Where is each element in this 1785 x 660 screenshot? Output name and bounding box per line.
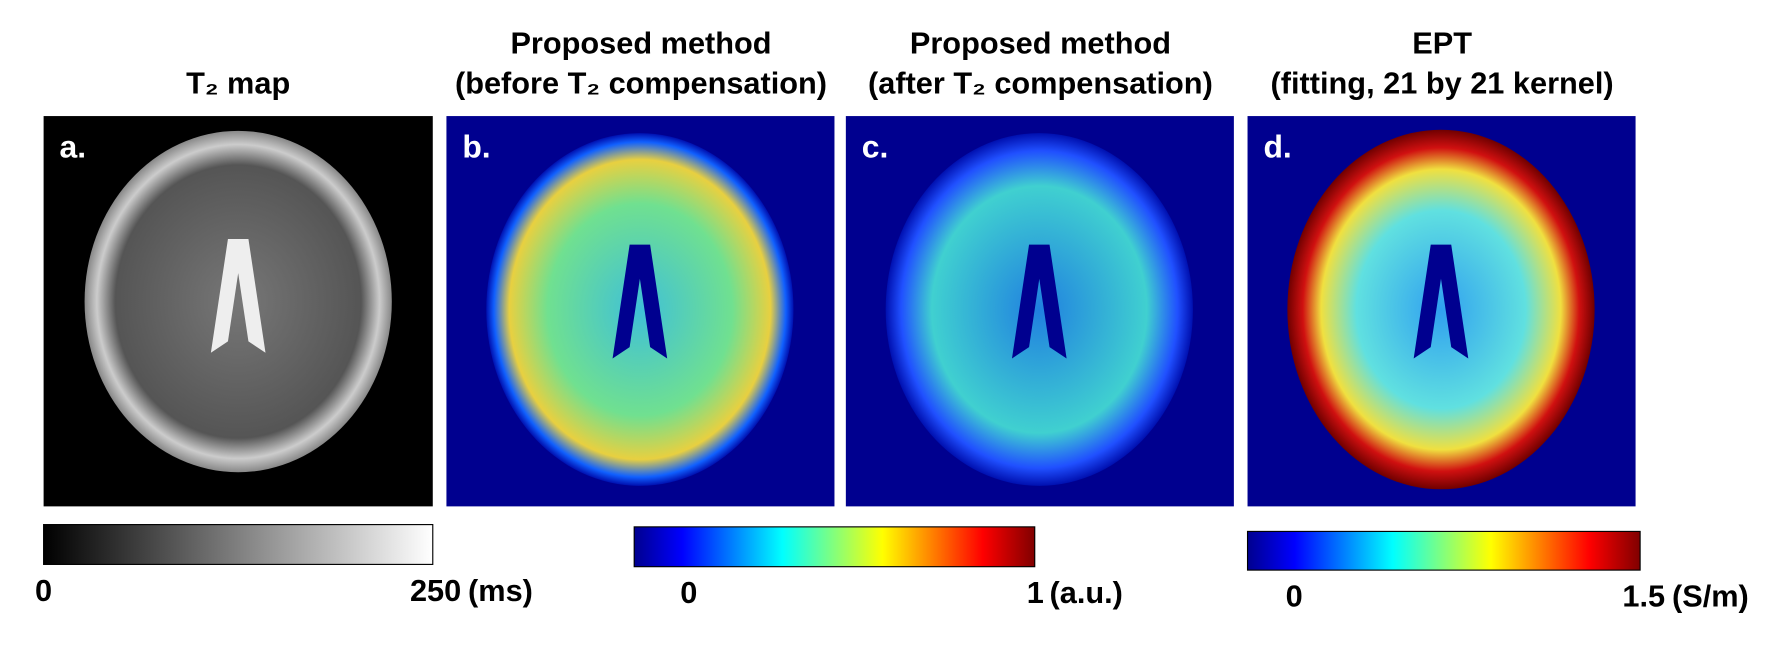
panel-title: (before T₂ compensation) (455, 65, 827, 100)
colorbar (1246, 530, 1641, 571)
colorbar (43, 524, 434, 565)
brain-image (84, 130, 392, 473)
panel-title: T₂ map (186, 65, 290, 100)
panel-letter: a. (60, 128, 87, 164)
colorbar-min: 0 (35, 573, 52, 608)
panel-title: Proposed method (510, 26, 771, 61)
panel-title: EPT (1412, 26, 1472, 61)
ventricles (612, 244, 668, 359)
brain-image (486, 133, 794, 486)
colorbar-max: 250 (410, 573, 461, 608)
colorbar-unit: (ms) (468, 573, 533, 608)
panel-title: (after T₂ compensation) (868, 65, 1213, 100)
ventricles (1413, 244, 1469, 359)
colorbar-unit: (S/m) (1672, 579, 1749, 614)
panel-letter: c. (862, 128, 889, 164)
ventricles (1011, 244, 1067, 359)
colorbar-max: 1.5 (1622, 579, 1665, 614)
colorbar-min: 0 (1286, 579, 1303, 614)
colorbar (633, 526, 1036, 568)
brain-image (1287, 129, 1595, 490)
panel-title: (fitting, 21 by 21 kernel) (1271, 65, 1614, 100)
colorbar-min: 0 (680, 575, 697, 610)
ventricles (210, 238, 266, 353)
panel-title: Proposed method (910, 26, 1171, 61)
colorbar-unit: (a.u.) (1050, 575, 1123, 610)
panel-letter: b. (462, 128, 490, 164)
panel-letter: d. (1263, 128, 1291, 164)
colorbar-max: 1 (1027, 575, 1044, 610)
brain-image (885, 133, 1193, 486)
